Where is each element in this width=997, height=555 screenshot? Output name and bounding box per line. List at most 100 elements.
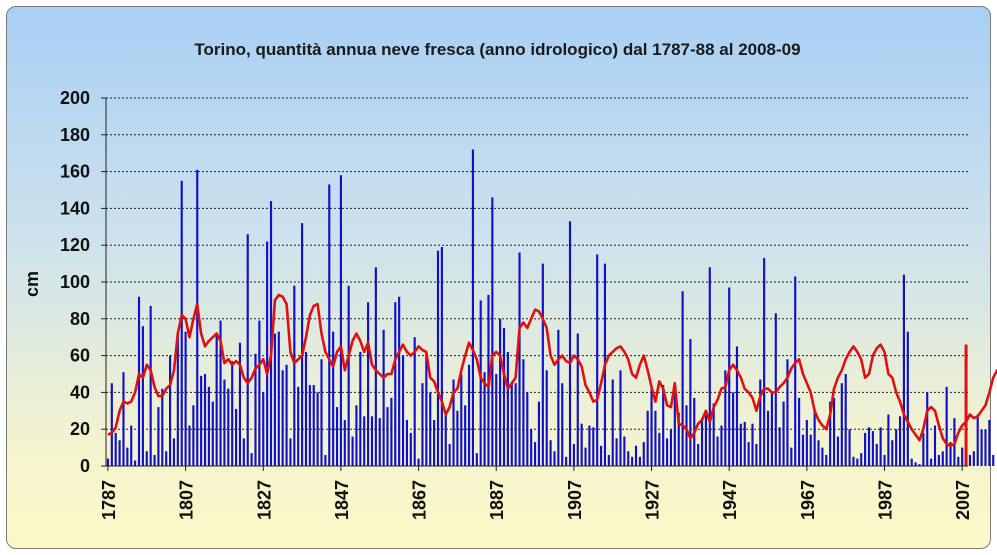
bar <box>600 445 603 466</box>
bar <box>324 454 327 466</box>
bar <box>176 335 179 466</box>
bar <box>510 383 513 466</box>
bar <box>627 451 630 466</box>
bar <box>502 328 506 466</box>
bar <box>530 429 533 466</box>
bar <box>134 460 137 466</box>
bar <box>743 421 746 466</box>
x-tick-label: 2007 <box>953 480 973 520</box>
bar <box>238 342 242 466</box>
bar <box>918 464 921 466</box>
bar <box>957 456 960 466</box>
bar <box>390 397 393 466</box>
bar <box>937 454 940 466</box>
bar <box>405 420 408 466</box>
bar <box>266 241 269 466</box>
bar <box>930 458 933 466</box>
bar <box>522 359 525 466</box>
bar <box>735 346 739 466</box>
bar <box>821 447 824 466</box>
bar <box>980 429 983 466</box>
bar <box>976 414 979 466</box>
bar <box>254 353 257 466</box>
bar <box>169 355 172 466</box>
bar <box>572 443 575 466</box>
bar <box>285 364 288 466</box>
bar <box>871 431 874 466</box>
bar <box>759 379 762 466</box>
bar <box>114 432 117 466</box>
bar <box>464 405 467 466</box>
bar <box>763 258 766 466</box>
bar <box>367 302 370 466</box>
bar <box>836 436 839 466</box>
bar <box>545 370 548 466</box>
bar <box>898 416 902 466</box>
bar <box>269 201 273 467</box>
bar <box>308 385 311 466</box>
bar <box>697 443 700 466</box>
bar <box>949 442 952 466</box>
bar <box>479 300 482 466</box>
bar <box>798 397 801 466</box>
bar <box>654 410 657 466</box>
bar <box>895 429 898 466</box>
bar <box>495 374 498 466</box>
bar <box>728 287 731 466</box>
bar <box>200 375 203 466</box>
bar <box>860 453 863 466</box>
bar <box>669 429 673 466</box>
smooth-line <box>107 293 997 448</box>
bar <box>137 296 141 466</box>
bar <box>398 296 401 466</box>
bar <box>673 388 676 466</box>
bar <box>961 447 964 466</box>
bar <box>615 438 618 466</box>
y-tick-labels: 0 20 40 60 80 100 120 140 160 180 200 <box>60 88 90 476</box>
bar <box>277 331 280 466</box>
bar <box>716 436 719 466</box>
bar <box>766 410 770 466</box>
bar <box>941 451 944 466</box>
bar <box>646 410 649 466</box>
y-tick-label: 120 <box>60 235 90 255</box>
bar <box>235 408 238 466</box>
bar <box>188 425 191 466</box>
bar <box>456 410 459 466</box>
bar <box>413 337 416 466</box>
chart-title: Torino, quantità annua neve fresca (anno… <box>194 40 801 59</box>
bar <box>180 180 183 467</box>
bar <box>844 374 847 466</box>
bar <box>526 392 529 466</box>
bar <box>681 291 684 466</box>
bar <box>666 438 669 466</box>
bar <box>223 379 226 466</box>
bar <box>514 383 517 466</box>
y-tick-label: 100 <box>60 272 90 292</box>
bar <box>452 379 455 466</box>
bar <box>576 333 579 466</box>
y-tick-label: 0 <box>80 456 90 476</box>
x-tick-label: 1907 <box>565 480 585 520</box>
bar <box>580 423 583 466</box>
bar <box>273 333 276 466</box>
bar <box>316 392 319 466</box>
bar <box>436 250 440 466</box>
bar <box>475 453 478 466</box>
bar <box>433 420 436 466</box>
bar <box>297 386 300 466</box>
bar <box>219 320 222 466</box>
bar <box>332 331 335 466</box>
bar <box>708 267 711 466</box>
x-tick-label: 1887 <box>487 480 507 520</box>
bar <box>778 427 781 466</box>
bar <box>196 169 199 466</box>
bar <box>922 432 925 466</box>
bar <box>401 355 405 466</box>
bar <box>634 445 638 466</box>
bar <box>755 443 758 466</box>
bar <box>825 454 828 466</box>
bar <box>864 432 867 466</box>
x-tick-label: 1947 <box>720 480 740 520</box>
bar <box>460 374 463 466</box>
